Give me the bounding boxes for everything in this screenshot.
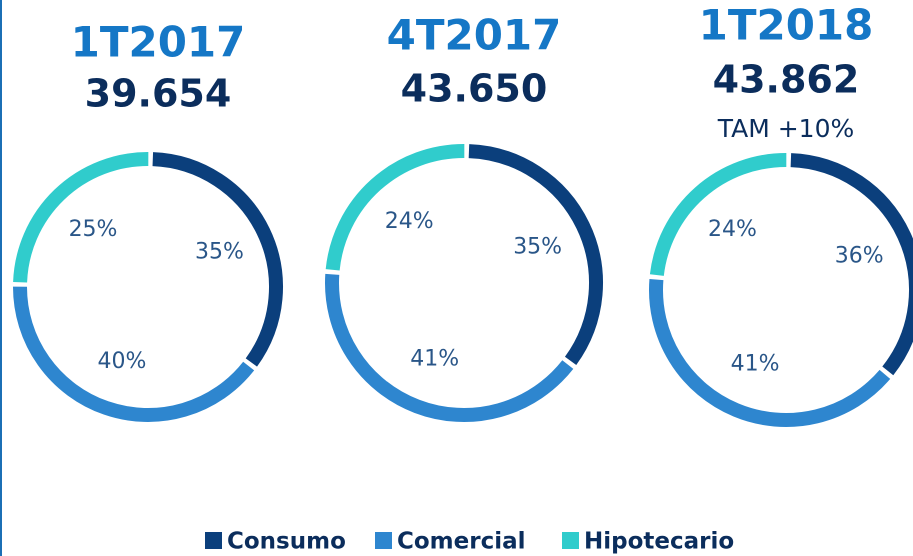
donut-segment <box>325 143 465 271</box>
frame-edge <box>0 0 2 556</box>
donut-segment <box>13 151 149 283</box>
chart-subtitle: 39.654 <box>85 72 232 116</box>
value-label: 41% <box>410 346 459 371</box>
legend-label: Comercial <box>397 529 526 555</box>
donut-segment <box>152 152 283 367</box>
value-label: 40% <box>98 349 147 374</box>
legend-label: Consumo <box>227 529 346 555</box>
donut-segment <box>649 152 787 276</box>
annotation: TAM +10% <box>717 114 854 143</box>
value-label: 35% <box>195 239 244 264</box>
chart-title: 1T2017 <box>71 18 246 67</box>
chart-title: 1T2018 <box>699 1 874 50</box>
value-label: 41% <box>731 351 780 376</box>
chart-subtitle: 43.650 <box>401 67 548 111</box>
value-label: 25% <box>69 217 118 242</box>
value-label: 35% <box>513 234 562 259</box>
chart-subtitle: 43.862 <box>713 58 860 102</box>
donut-segment <box>325 273 574 422</box>
legend-label: Hipotecario <box>584 529 734 555</box>
donut-segment <box>468 144 603 365</box>
value-label: 24% <box>708 217 757 242</box>
value-label: 36% <box>835 243 884 268</box>
value-label: 24% <box>385 209 434 234</box>
legend-swatch <box>375 532 392 549</box>
donut-segment <box>649 279 891 427</box>
chart-title: 4T2017 <box>387 11 562 60</box>
donut-segment <box>790 153 913 376</box>
donut-segment <box>13 286 255 422</box>
legend-swatch <box>205 532 222 549</box>
legend-swatch <box>562 532 579 549</box>
